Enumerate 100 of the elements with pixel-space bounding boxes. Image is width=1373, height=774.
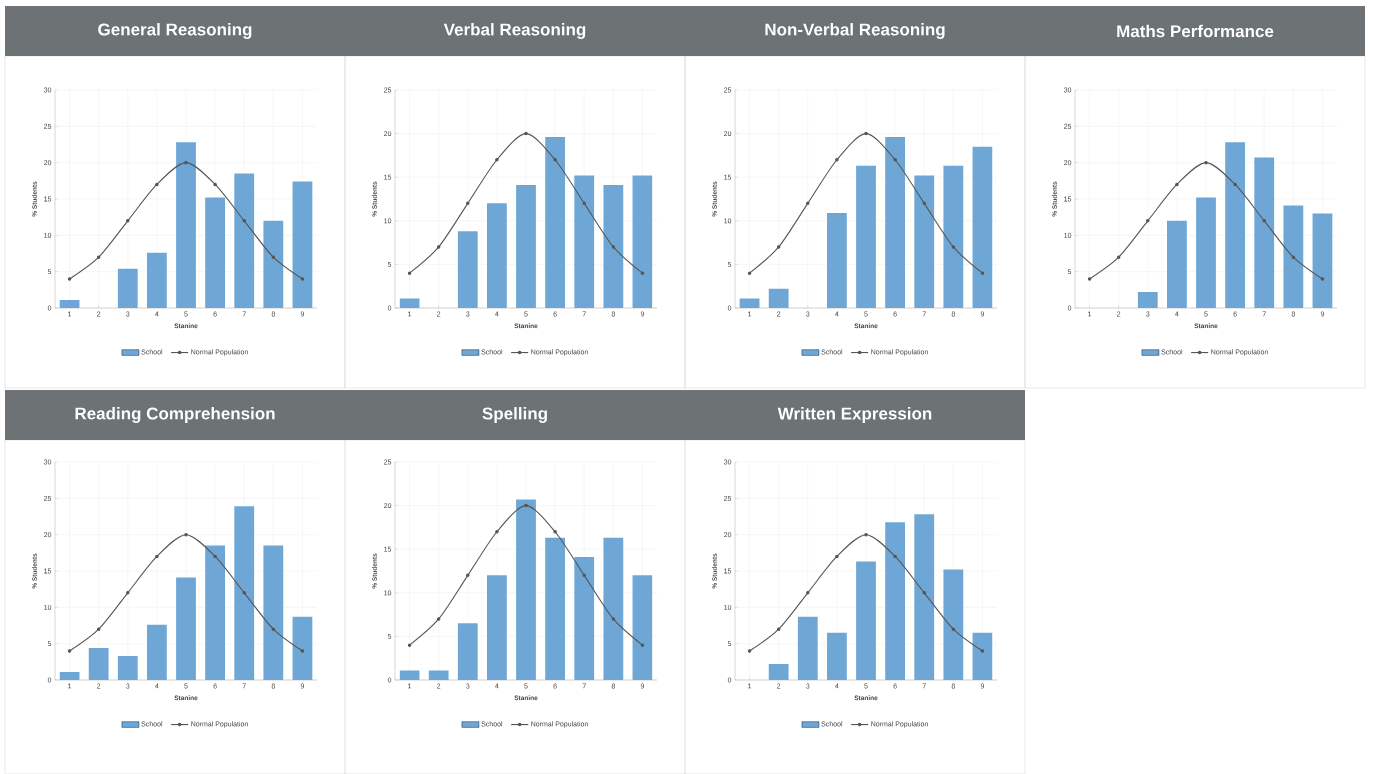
point	[806, 201, 810, 206]
point	[893, 158, 897, 162]
bar	[234, 173, 255, 309]
point	[524, 503, 528, 508]
chart-title: Verbal Reasoning	[443, 23, 586, 39]
point	[1087, 277, 1092, 281]
point	[96, 627, 101, 631]
point	[922, 201, 926, 206]
bar	[457, 623, 478, 681]
bar	[1283, 205, 1304, 309]
bar	[88, 648, 109, 681]
point	[553, 530, 557, 534]
point	[1116, 255, 1121, 259]
bar	[457, 231, 478, 309]
point	[184, 532, 188, 537]
bar	[487, 575, 507, 681]
point	[1175, 182, 1179, 187]
chart-title: Reading Comprehension	[75, 407, 275, 423]
point	[611, 245, 616, 249]
bar	[827, 212, 847, 309]
point	[864, 131, 868, 136]
point	[407, 643, 412, 647]
bar	[856, 165, 876, 309]
bar	[885, 137, 906, 309]
point	[553, 158, 557, 162]
point	[980, 649, 985, 653]
bar	[399, 298, 420, 309]
point	[611, 617, 616, 621]
point	[776, 627, 781, 631]
bar	[632, 175, 653, 309]
point	[951, 627, 956, 631]
point	[126, 219, 130, 223]
point	[1233, 182, 1237, 187]
bar	[205, 197, 226, 309]
point	[922, 591, 926, 595]
bar	[1137, 292, 1158, 309]
point	[495, 530, 499, 534]
bar	[768, 664, 789, 681]
chart-title: Non-Verbal Reasoning	[765, 23, 945, 39]
bar	[428, 670, 449, 681]
bar	[1196, 197, 1216, 309]
bar	[827, 632, 847, 681]
bar	[516, 499, 536, 681]
bar	[1254, 157, 1275, 309]
point	[126, 591, 130, 595]
point	[864, 532, 868, 537]
bar	[399, 670, 420, 681]
bar	[263, 545, 284, 681]
bar	[516, 185, 536, 309]
point	[466, 201, 470, 206]
point	[436, 245, 441, 249]
bar	[797, 616, 818, 681]
bar	[603, 185, 624, 309]
bar	[545, 537, 566, 681]
bar	[603, 537, 624, 681]
bar	[914, 175, 935, 309]
bar	[574, 175, 595, 309]
point	[835, 554, 839, 559]
point	[155, 554, 159, 559]
chart-title: Spelling	[482, 407, 547, 423]
point	[271, 255, 276, 259]
bar	[176, 142, 196, 309]
point	[466, 573, 470, 578]
point	[582, 201, 586, 206]
bar	[263, 220, 284, 309]
point	[1291, 255, 1296, 259]
bar	[972, 632, 993, 681]
point	[213, 554, 217, 559]
bar	[117, 656, 138, 681]
bar	[292, 181, 313, 309]
point	[213, 182, 217, 187]
point	[951, 245, 956, 249]
point	[980, 271, 985, 275]
bar	[1167, 220, 1187, 309]
point	[242, 219, 246, 223]
point	[1204, 160, 1208, 165]
point	[1320, 277, 1325, 281]
point	[271, 627, 276, 631]
point	[806, 591, 810, 595]
chart-title: Written Expression	[777, 407, 932, 423]
point	[436, 617, 441, 621]
point	[524, 131, 528, 136]
bar	[1225, 142, 1246, 309]
bar	[59, 300, 80, 309]
bar	[59, 672, 80, 681]
chart-title: General Reasoning	[98, 23, 252, 39]
point	[495, 158, 499, 162]
bar	[292, 616, 313, 681]
point	[1262, 219, 1266, 223]
bar	[914, 514, 935, 681]
point	[67, 277, 72, 281]
bar	[943, 165, 964, 309]
bar	[739, 298, 760, 309]
bar	[1312, 213, 1333, 309]
bar	[146, 252, 167, 309]
point	[96, 255, 101, 259]
point	[300, 649, 305, 653]
point	[300, 277, 305, 281]
bar	[117, 268, 138, 309]
bar	[176, 577, 196, 681]
